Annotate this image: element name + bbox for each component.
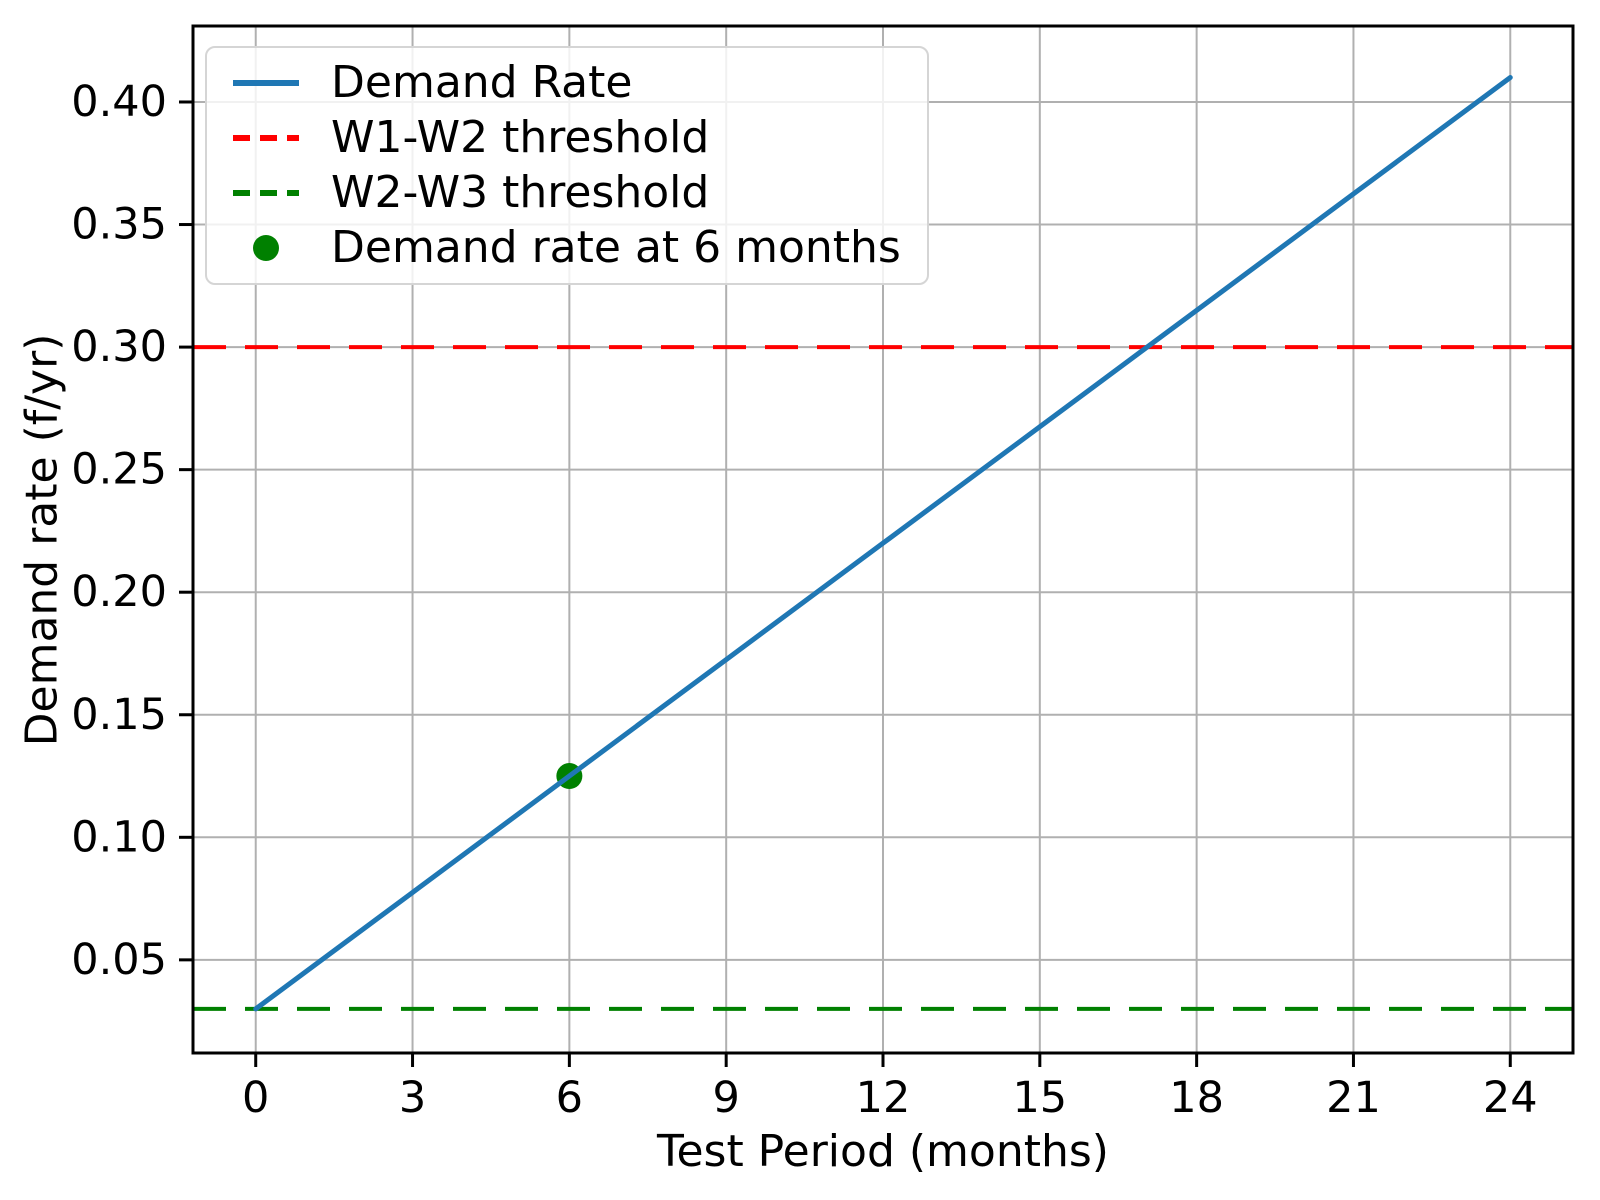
x-tick-label: 24: [1483, 1073, 1538, 1123]
x-tick-label: 15: [1012, 1073, 1067, 1123]
demand-rate-line: [253, 74, 1513, 1012]
y-tick-label: 0.15: [71, 690, 167, 740]
legend-label: Demand rate at 6 months: [331, 222, 901, 273]
y-tick-label: 0.30: [71, 322, 167, 372]
y-tick-label: 0.20: [71, 567, 167, 617]
legend-dashed-line-icon: [231, 123, 301, 153]
x-tick-label: 12: [856, 1073, 911, 1123]
legend-item: W1-W2 threshold: [231, 115, 901, 161]
legend-line-icon: [231, 68, 301, 98]
legend-item: Demand rate at 6 months: [231, 225, 901, 271]
x-tick-label: 18: [1169, 1073, 1224, 1123]
legend-item: W2-W3 threshold: [231, 170, 901, 216]
x-axis-label: Test Period (months): [657, 1126, 1109, 1177]
x-tick-label: 21: [1326, 1073, 1381, 1123]
legend-label: Demand Rate: [331, 57, 633, 108]
x-tick-label: 6: [556, 1073, 583, 1123]
y-tick-label: 0.05: [71, 935, 167, 985]
legend: Demand Rate W1-W2 threshold W2-W3 threshol…: [205, 46, 929, 285]
legend-label: W2-W3 threshold: [331, 167, 710, 218]
y-axis-label: Demand rate (f/yr): [16, 333, 68, 747]
y-tick-label: 0.35: [71, 200, 167, 250]
legend-dot-icon: [231, 233, 301, 263]
y-tick-label: 0.25: [71, 445, 167, 495]
legend-dashed-line-icon: [231, 178, 301, 208]
y-tick-label: 0.10: [71, 812, 167, 862]
legend-label: W1-W2 threshold: [331, 112, 710, 163]
y-tick-label: 0.40: [71, 77, 167, 127]
x-tick-label: 3: [399, 1073, 426, 1123]
x-tick-label: 0: [242, 1073, 269, 1123]
x-tick-label: 9: [713, 1073, 740, 1123]
legend-item: Demand Rate: [231, 60, 901, 106]
